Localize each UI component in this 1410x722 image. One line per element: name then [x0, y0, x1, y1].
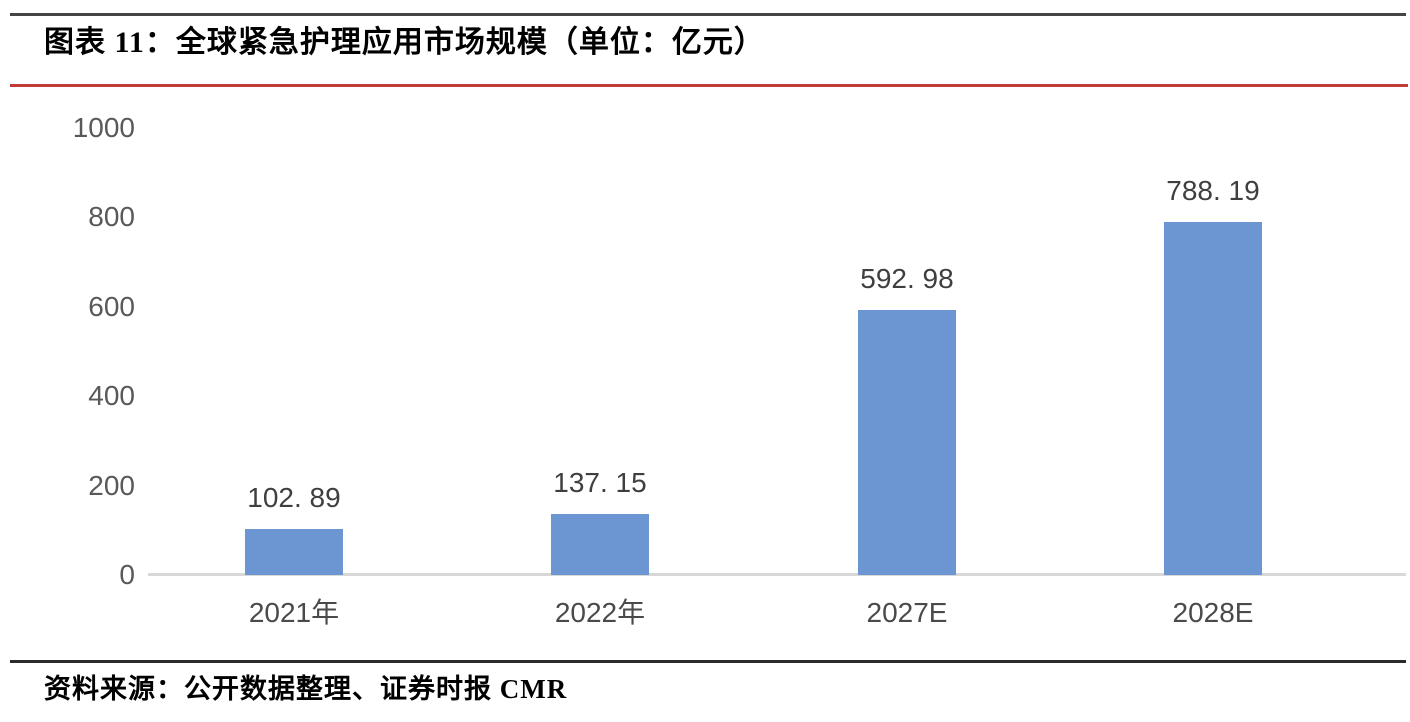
top-divider [10, 13, 1406, 16]
bar-value-label: 102. 89 [247, 482, 341, 513]
y-tick-label: 0 [119, 559, 135, 590]
x-axis-label: 2028E [1172, 597, 1254, 628]
title-underline [10, 84, 1408, 87]
y-tick-label: 800 [88, 201, 135, 232]
chart-title: 图表 11：全球紧急护理应用市场规模（单位：亿元） [44, 26, 765, 59]
bar [245, 529, 343, 575]
y-tick-label: 200 [88, 470, 135, 501]
x-axis-label: 2027E [866, 597, 948, 628]
x-axis-line [148, 573, 1406, 576]
source-note: 资料来源：公开数据整理、证券时报 CMR [44, 674, 568, 704]
y-tick-label: 400 [88, 380, 135, 411]
y-tick-label: 600 [88, 291, 135, 322]
footer-divider [10, 660, 1406, 663]
x-axis-label: 2022年 [554, 597, 646, 628]
bar-value-label: 592. 98 [860, 263, 954, 294]
x-axis-label: 2021年 [248, 597, 340, 628]
bar-value-label: 137. 15 [553, 467, 647, 498]
y-tick-label: 1000 [72, 112, 135, 143]
bar [1164, 222, 1262, 575]
bar [858, 310, 956, 575]
bar [551, 514, 649, 575]
bar-value-label: 788. 19 [1166, 175, 1260, 206]
